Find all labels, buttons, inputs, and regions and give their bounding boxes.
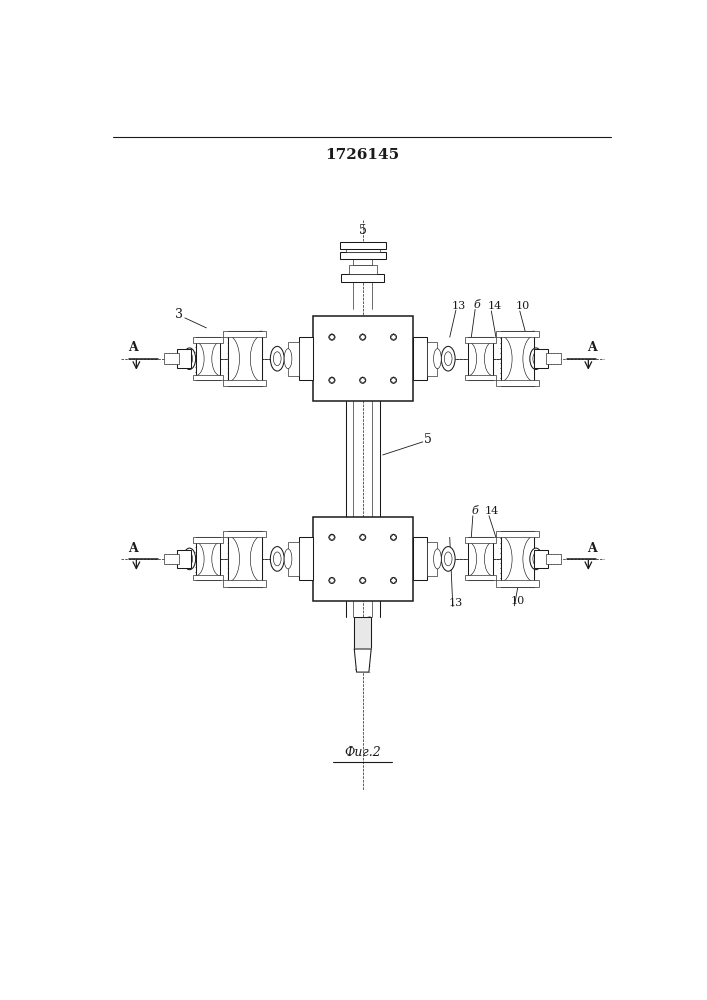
Ellipse shape <box>183 348 196 369</box>
Bar <box>341 274 385 282</box>
Bar <box>223 580 267 587</box>
Ellipse shape <box>441 346 455 371</box>
Bar <box>223 331 267 337</box>
Ellipse shape <box>329 577 335 584</box>
Bar <box>339 242 386 249</box>
Ellipse shape <box>274 552 281 566</box>
Text: 1726145: 1726145 <box>325 148 399 162</box>
Ellipse shape <box>270 547 284 571</box>
Bar <box>496 380 539 386</box>
Bar <box>228 531 262 587</box>
Text: 13: 13 <box>452 301 466 311</box>
Ellipse shape <box>530 348 542 369</box>
Bar <box>496 531 539 537</box>
Ellipse shape <box>284 349 292 369</box>
Ellipse shape <box>390 334 397 340</box>
Ellipse shape <box>187 353 192 365</box>
Bar <box>164 554 180 564</box>
Bar <box>496 331 539 337</box>
Bar <box>196 537 221 580</box>
Bar <box>468 337 493 380</box>
Bar <box>192 337 223 343</box>
Bar <box>496 580 539 587</box>
Bar <box>349 265 377 274</box>
Ellipse shape <box>533 353 539 365</box>
Text: A: A <box>128 341 137 354</box>
Bar <box>546 353 561 364</box>
Bar <box>299 537 312 580</box>
Text: 13: 13 <box>449 598 463 608</box>
Ellipse shape <box>284 549 292 569</box>
Bar <box>346 249 380 252</box>
Text: б: б <box>473 300 480 310</box>
Polygon shape <box>354 649 371 672</box>
Ellipse shape <box>390 534 397 540</box>
Bar <box>288 342 299 376</box>
Ellipse shape <box>274 352 281 366</box>
Text: б: б <box>471 506 478 516</box>
Text: 5: 5 <box>358 224 367 237</box>
Ellipse shape <box>329 377 335 383</box>
Bar <box>413 337 426 380</box>
Ellipse shape <box>360 377 366 383</box>
Text: 3: 3 <box>175 308 183 321</box>
Bar <box>223 380 267 386</box>
Bar <box>177 550 191 568</box>
Bar <box>426 542 438 576</box>
Ellipse shape <box>530 548 542 570</box>
Bar <box>465 575 496 580</box>
Bar <box>534 550 549 568</box>
Text: 14: 14 <box>487 301 501 311</box>
Ellipse shape <box>329 534 335 540</box>
Ellipse shape <box>444 352 452 366</box>
Ellipse shape <box>360 577 366 584</box>
Bar <box>465 375 496 380</box>
Text: 10: 10 <box>516 301 530 311</box>
Bar <box>223 531 267 537</box>
Ellipse shape <box>187 553 192 565</box>
Bar <box>192 375 223 380</box>
Bar <box>196 337 221 380</box>
Bar <box>468 537 493 580</box>
Text: Фиг.2: Фиг.2 <box>344 746 381 759</box>
Text: 5: 5 <box>424 433 432 446</box>
Bar <box>546 554 561 564</box>
Text: 10: 10 <box>510 596 525 606</box>
Ellipse shape <box>533 553 539 565</box>
Bar <box>192 537 223 543</box>
Bar <box>426 342 438 376</box>
Text: A: A <box>588 341 597 354</box>
Ellipse shape <box>270 346 284 371</box>
Bar <box>501 531 534 587</box>
Bar <box>312 517 413 601</box>
Bar <box>164 353 180 364</box>
Ellipse shape <box>390 577 397 584</box>
Bar <box>177 349 191 368</box>
Bar <box>465 337 496 343</box>
Ellipse shape <box>390 377 397 383</box>
Bar <box>534 349 549 368</box>
Bar <box>501 331 534 386</box>
Bar <box>354 259 372 265</box>
Ellipse shape <box>433 549 441 569</box>
Text: 14: 14 <box>485 506 499 516</box>
Ellipse shape <box>183 548 196 570</box>
Bar <box>465 537 496 543</box>
Bar <box>288 542 299 576</box>
Bar <box>339 252 386 259</box>
Bar <box>299 337 312 380</box>
Bar <box>228 331 262 386</box>
Bar <box>312 316 413 401</box>
Ellipse shape <box>433 349 441 369</box>
Bar <box>413 537 426 580</box>
Ellipse shape <box>360 334 366 340</box>
Ellipse shape <box>360 534 366 540</box>
Text: A: A <box>128 542 137 555</box>
Ellipse shape <box>329 334 335 340</box>
Bar <box>192 575 223 580</box>
Ellipse shape <box>444 552 452 566</box>
Ellipse shape <box>441 547 455 571</box>
Text: A: A <box>588 542 597 555</box>
Bar <box>354 617 371 649</box>
